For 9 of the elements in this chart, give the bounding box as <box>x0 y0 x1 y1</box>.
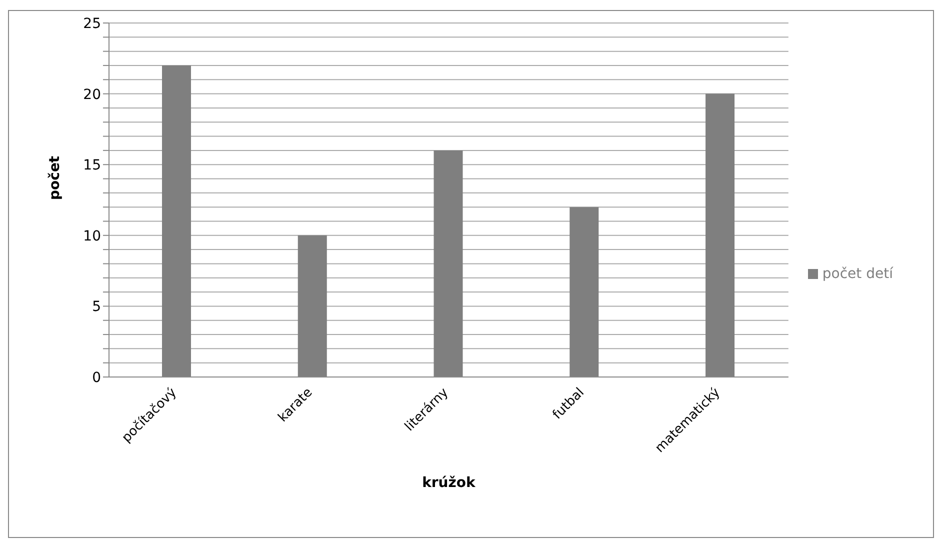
legend-label: počet detí <box>822 266 893 282</box>
x-axis-title: krúžok <box>422 475 476 491</box>
y-tick-label: 10 <box>83 228 101 244</box>
y-tick-label: 15 <box>83 158 101 174</box>
y-tick-label: 5 <box>92 299 101 316</box>
y-tick-label: 25 <box>83 16 101 32</box>
y-tick-label: 0 <box>92 370 101 386</box>
y-tick-label: 20 <box>83 86 101 103</box>
y-axis-title: počet <box>46 156 63 200</box>
